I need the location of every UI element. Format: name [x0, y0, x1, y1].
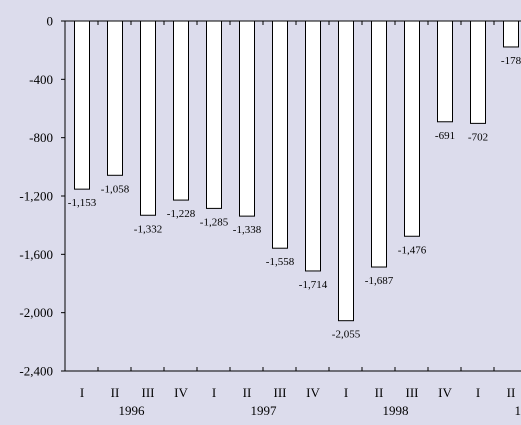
x-year-label: 1998	[383, 403, 409, 418]
bar	[273, 21, 288, 248]
x-year-label: 1999	[515, 403, 521, 418]
data-label: -1,332	[134, 223, 162, 235]
x-tick-label: I	[476, 385, 480, 400]
y-tick-label: -1,200	[19, 189, 53, 204]
bar	[108, 21, 123, 175]
y-tick-label: -2,000	[19, 305, 53, 320]
data-label: -1,153	[68, 197, 97, 209]
data-label: -702	[468, 131, 488, 143]
y-tick-label: -1,600	[19, 247, 53, 262]
x-tick-label: II	[507, 385, 516, 400]
x-tick-label: I	[80, 385, 84, 400]
y-tick-label: 0	[47, 14, 54, 29]
data-label: -1,558	[266, 256, 295, 268]
y-tick-label: -400	[29, 72, 53, 87]
x-tick-label: III	[406, 385, 419, 400]
x-tick-label: IV	[174, 385, 188, 400]
data-label: -1,338	[233, 224, 262, 236]
data-label: -178	[501, 55, 521, 67]
data-label: -1,714	[299, 279, 328, 291]
x-tick-label: II	[375, 385, 384, 400]
bar	[405, 21, 420, 236]
data-label: -1,476	[398, 244, 427, 256]
data-label: -2,055	[332, 329, 361, 341]
y-tick-label: -2,400	[19, 364, 53, 379]
x-tick-label: IV	[438, 385, 452, 400]
bar	[207, 21, 222, 208]
bar	[504, 21, 519, 47]
bar	[438, 21, 453, 122]
x-tick-label: II	[111, 385, 120, 400]
x-tick-label: I	[344, 385, 348, 400]
x-tick-label: III	[274, 385, 287, 400]
x-tick-label: IV	[306, 385, 320, 400]
x-tick-label: I	[212, 385, 216, 400]
x-tick-label: III	[142, 385, 155, 400]
bar	[174, 21, 189, 200]
data-label: -1,228	[167, 208, 196, 220]
x-year-label: 1996	[119, 403, 146, 418]
data-label: -1,687	[365, 275, 394, 287]
bar	[75, 21, 90, 189]
y-tick-label: -800	[29, 130, 53, 145]
data-label: -1,058	[101, 183, 130, 195]
data-label: -691	[435, 130, 455, 142]
bar	[372, 21, 387, 267]
bar	[306, 21, 321, 271]
bar	[339, 21, 354, 321]
bar	[141, 21, 156, 215]
bar	[471, 21, 486, 123]
x-year-label: 1997	[251, 403, 278, 418]
bar	[240, 21, 255, 216]
x-tick-label: II	[243, 385, 252, 400]
data-label: -1,285	[200, 216, 229, 228]
